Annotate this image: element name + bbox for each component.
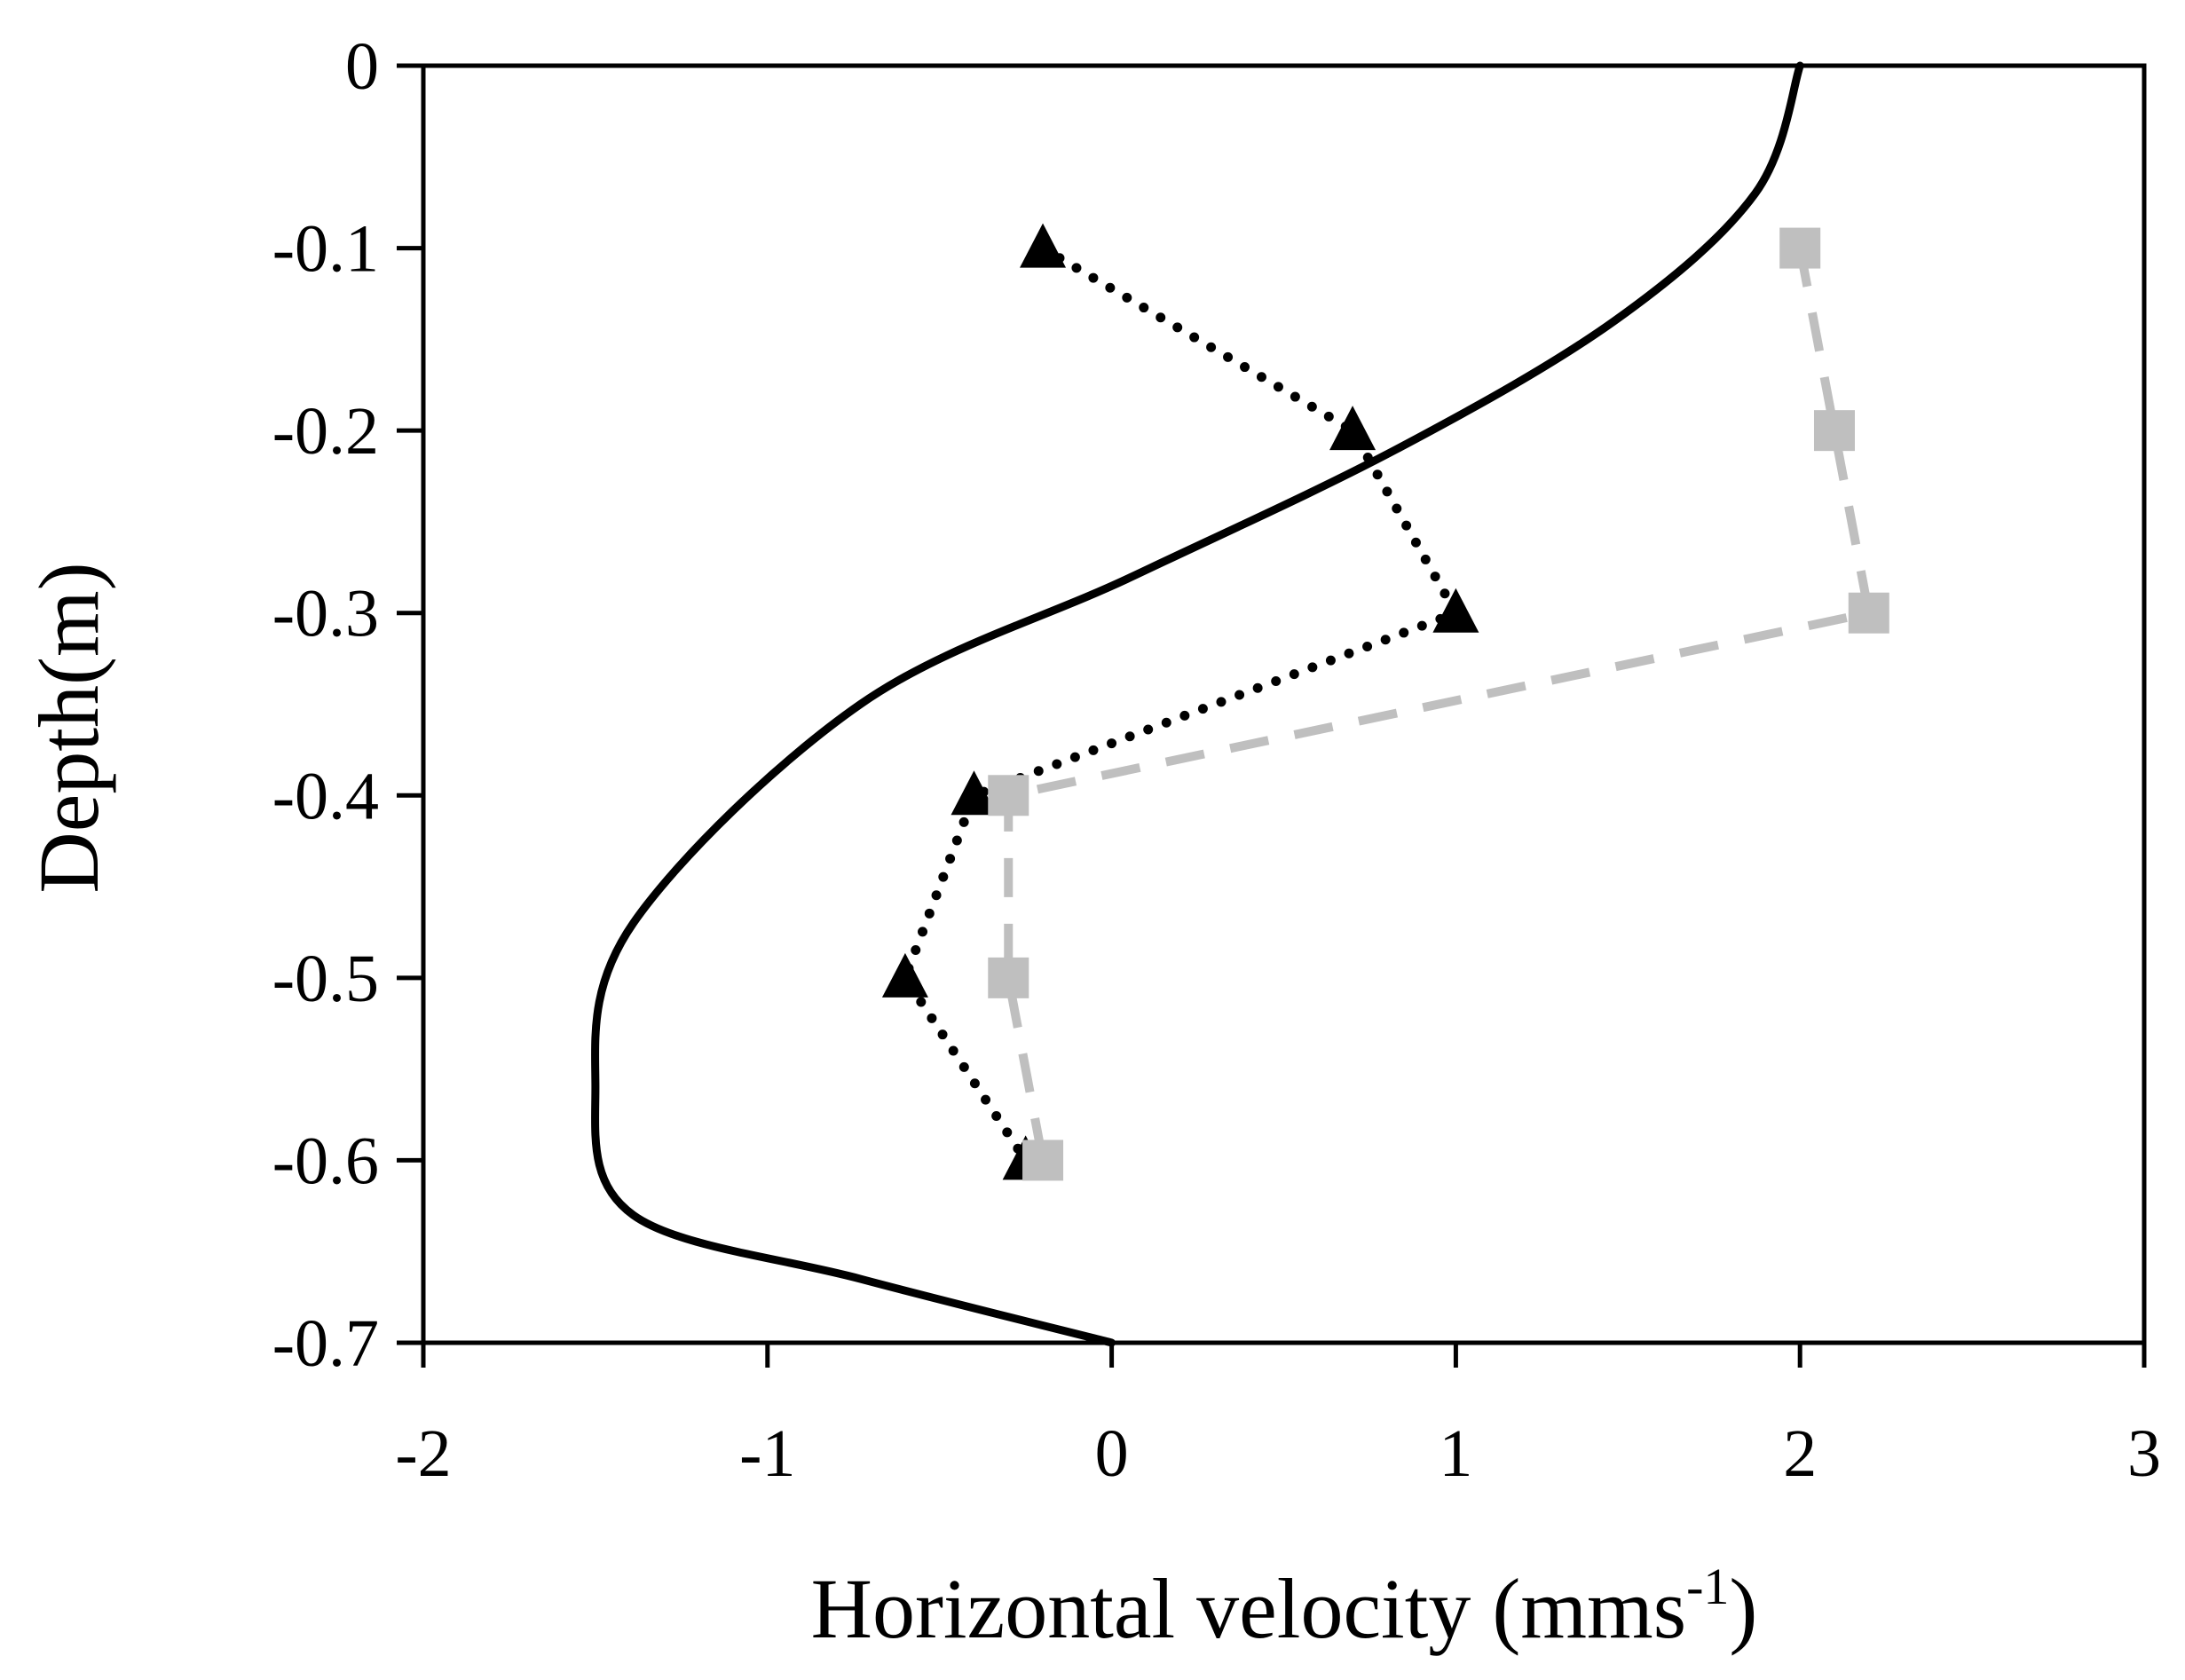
square-marker xyxy=(1022,1140,1064,1181)
marker-layer xyxy=(881,223,1889,1181)
triangle-marker xyxy=(881,952,928,998)
y-tick-label: -0.1 xyxy=(272,212,379,287)
x-tick-label: 3 xyxy=(2127,1416,2161,1491)
x-axis-title: Horizontal velocity (mms-1) xyxy=(811,1558,1758,1656)
y-tick-label: -0.3 xyxy=(272,577,379,651)
x-tick-label: 2 xyxy=(1783,1416,1817,1491)
square-marker xyxy=(1779,227,1821,269)
triangle-marker xyxy=(1020,223,1067,268)
y-tick-label: -0.7 xyxy=(272,1306,379,1381)
y-tick-label: -0.6 xyxy=(272,1124,379,1198)
x-tick-label: -2 xyxy=(395,1416,451,1491)
triangle-marker xyxy=(1432,588,1479,633)
square-series-line xyxy=(1004,247,1874,1162)
square-marker xyxy=(1848,592,1889,634)
square-marker xyxy=(988,775,1029,816)
x-tick-label: 0 xyxy=(1095,1416,1129,1491)
triangle-marker xyxy=(1329,406,1376,451)
plot-frame xyxy=(421,63,2147,1345)
y-tick-label: -0.4 xyxy=(272,759,379,833)
y-axis-title: Depth(m) xyxy=(21,562,116,893)
x-axis-title-main: Horizontal velocity (mms xyxy=(811,1561,1686,1656)
x-tick-label: -1 xyxy=(739,1416,795,1491)
y-tick-label: 0 xyxy=(345,29,379,104)
square-marker xyxy=(1813,410,1855,452)
solid-curve-line xyxy=(591,61,1804,1347)
series-layer xyxy=(591,61,1874,1347)
triangle-marker xyxy=(951,770,998,816)
x-tick-label: 1 xyxy=(1439,1416,1472,1491)
square-marker xyxy=(988,957,1029,998)
y-axis-ticks: 0 -0.1 -0.2 -0.3 -0.4 -0.5 -0.6 -0.7 xyxy=(272,29,423,1381)
y-tick-label: -0.5 xyxy=(272,942,379,1016)
x-axis-title-superscript: -1 xyxy=(1686,1558,1729,1615)
x-axis-ticks: -2 -1 0 1 2 3 xyxy=(395,1343,2161,1491)
x-axis-title-close: ) xyxy=(1729,1561,1757,1656)
y-tick-label: -0.2 xyxy=(272,394,379,469)
